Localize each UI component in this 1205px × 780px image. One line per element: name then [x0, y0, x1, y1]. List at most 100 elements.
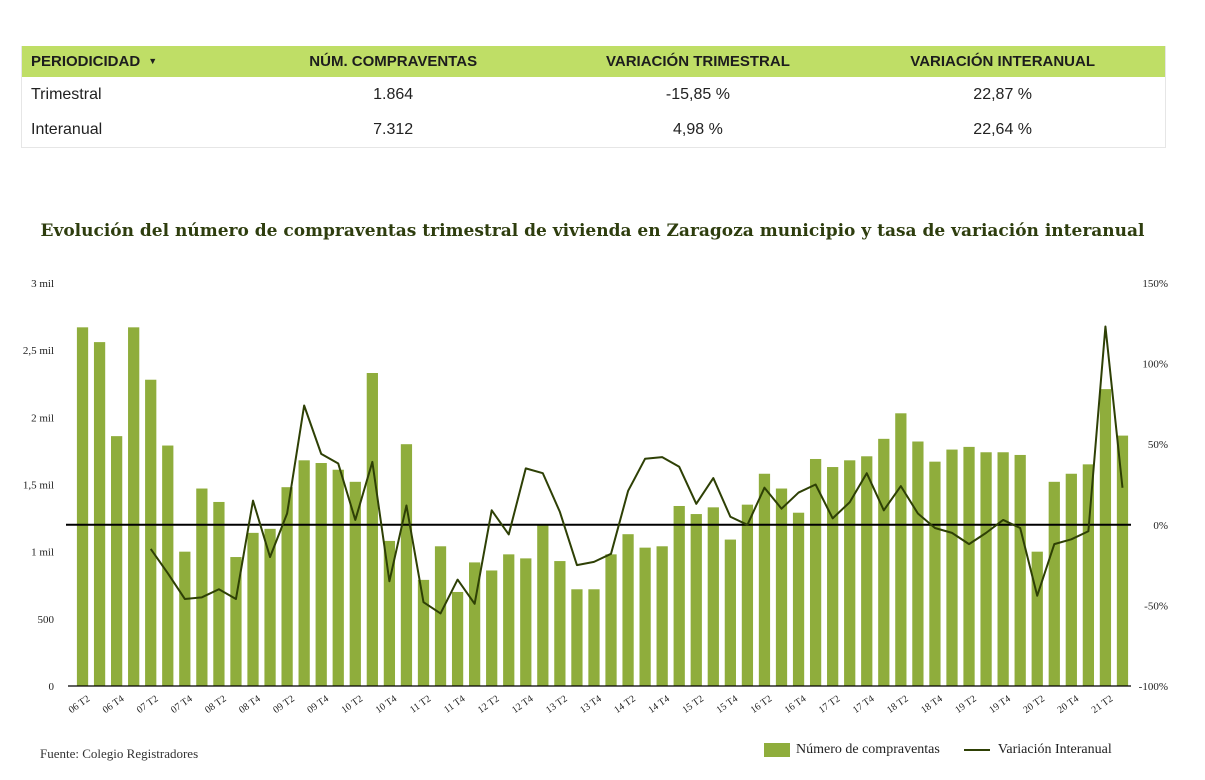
x-tick-label: 06 T2 [67, 693, 93, 715]
x-tick-label: 10 T4 [374, 693, 400, 715]
bar-10-T1 [332, 469, 344, 686]
x-tick-label: 20 T2 [1021, 693, 1047, 715]
bar-15-T3 [707, 507, 719, 686]
bar-07-T4 [179, 551, 191, 686]
legend-bar-label: Número de compraventas [796, 742, 940, 757]
left-tick-label: 500 [38, 614, 55, 626]
sales-cell: 7.312 [373, 120, 414, 138]
x-tick-label: 15 T2 [680, 693, 706, 715]
right-tick-label: -100% [1139, 681, 1168, 693]
x-tick-label: 16 T2 [749, 693, 775, 715]
x-tick-label: 16 T4 [783, 693, 809, 715]
left-tick-label: 3 mil [31, 278, 54, 290]
bar-12-T2 [486, 570, 498, 686]
table-row: Trimestral 1.864 -15,85 % 22,87 % [22, 77, 1165, 112]
bar-16-T3 [775, 488, 788, 686]
bar-11-T1 [400, 444, 413, 686]
bar-14-T3 [639, 547, 651, 686]
x-tick-label: 18 T2 [885, 693, 911, 715]
bar-08-T4 [247, 532, 259, 686]
bar-13-T3 [571, 589, 583, 686]
x-tick-label: 12 T4 [510, 693, 536, 715]
periodicidad-label: PERIODICIDAD [31, 53, 141, 70]
x-tick-label: 15 T4 [715, 693, 741, 715]
combo-chart: 0 500 1 mil 1,5 mil 2 mil 2,5 mil 3 mil -100% -5… [23, 278, 1168, 716]
summary-table: PERIODICIDAD ▼ NÚM. COMPRAVENTAS VARIACIÓ… [21, 46, 1166, 148]
x-tick-label: 10 T2 [340, 693, 366, 715]
period-cell: Interanual [31, 120, 103, 138]
bar-14-T2 [622, 534, 634, 686]
left-tick-label: 1,5 mil [23, 480, 54, 492]
bar-08-T3 [230, 557, 242, 686]
bar-19-T1 [946, 449, 958, 686]
left-tick-label: 2,5 mil [23, 345, 54, 357]
yearly-cell: 22,87 % [973, 85, 1033, 103]
bar-15-T4 [724, 539, 736, 686]
bar-06-T4 [111, 436, 123, 686]
x-tick-label: 08 T2 [203, 693, 229, 715]
bar-14-T1 [605, 554, 617, 686]
summary-header-row: PERIODICIDAD ▼ NÚM. COMPRAVENTAS VARIACIÓ… [22, 46, 1165, 77]
bar-09-T2 [281, 487, 293, 686]
bar-21-T2 [1099, 389, 1112, 686]
legend-line-swatch [963, 749, 990, 751]
bar-12-T1 [469, 562, 481, 686]
bar-13-T2 [554, 561, 566, 686]
period-cell: Trimestral [31, 85, 102, 103]
bar-14-T4 [656, 546, 668, 686]
legend-line-label: Variación Interanual [997, 742, 1112, 757]
bar-17-T2 [827, 467, 839, 686]
periodicidad-header[interactable]: PERIODICIDAD ▼ [22, 53, 231, 70]
bar-13-T1 [537, 524, 549, 686]
bar-15-T2 [690, 514, 702, 686]
bar-10-T4 [383, 540, 396, 686]
bar-09-T3 [298, 460, 310, 686]
x-tick-label: 13 T4 [578, 693, 604, 715]
x-tick-label: 07 T2 [135, 693, 161, 715]
legend-bar-swatch [764, 743, 790, 757]
bar-15-T1 [673, 505, 685, 686]
left-tick-label: 2 mil [31, 412, 54, 424]
bar-11-T3 [434, 546, 447, 686]
x-tick-label: 09 T4 [305, 693, 331, 715]
bar-18-T4 [929, 461, 941, 686]
x-tick-label: 17 T4 [851, 693, 877, 715]
x-tick-label: 11 T2 [408, 693, 433, 715]
yearly-cell: 22,64 % [973, 120, 1033, 138]
left-tick-label: 1 mil [31, 547, 54, 559]
bar-09-T1 [264, 528, 276, 686]
bar-19-T3 [980, 452, 992, 686]
bar-08-T1 [196, 488, 208, 686]
bar-06-T3 [93, 342, 106, 686]
x-tick-label: 18 T4 [919, 693, 945, 715]
source-note: Fuente: Colegio Registradores [40, 746, 199, 761]
bar-16-T1 [741, 504, 754, 686]
bar-17-T3 [844, 460, 856, 686]
chart-legend: Número de compraventas Variación Interan… [764, 742, 1112, 758]
sales-cell: 1.864 [373, 85, 414, 103]
right-tick-label: 100% [1142, 359, 1168, 371]
bar-17-T1 [809, 458, 822, 686]
bar-21-T3 [1116, 435, 1129, 686]
bar-07-T1 [128, 327, 140, 686]
left-tick-label: 0 [49, 681, 55, 693]
bar-18-T1 [878, 438, 890, 686]
right-tick-label: 150% [1142, 278, 1168, 290]
bar-16-T4 [792, 512, 805, 686]
bar-20-T2 [1031, 551, 1043, 686]
x-tick-label: 09 T2 [271, 693, 297, 715]
bar-16-T2 [758, 473, 771, 686]
x-tick-label: 13 T2 [544, 693, 570, 715]
x-tick-label: 11 T4 [442, 693, 467, 715]
caret-down-icon[interactable]: ▼ [148, 56, 158, 66]
bar-10-T2 [349, 481, 361, 686]
x-tick-label: 20 T4 [1056, 693, 1082, 715]
bar-13-T4 [588, 589, 600, 686]
quarterly-header: VARIACIÓN TRIMESTRAL [605, 53, 790, 70]
right-tick-label: -50% [1144, 600, 1168, 612]
yearly-header: VARIACIÓN INTERANUAL [910, 53, 1096, 70]
variation-line [149, 325, 1124, 615]
bar-07-T3 [162, 445, 174, 686]
bar-06-T2 [76, 327, 89, 686]
chart-title: Evolución del número de compraventas tri… [40, 221, 1145, 241]
